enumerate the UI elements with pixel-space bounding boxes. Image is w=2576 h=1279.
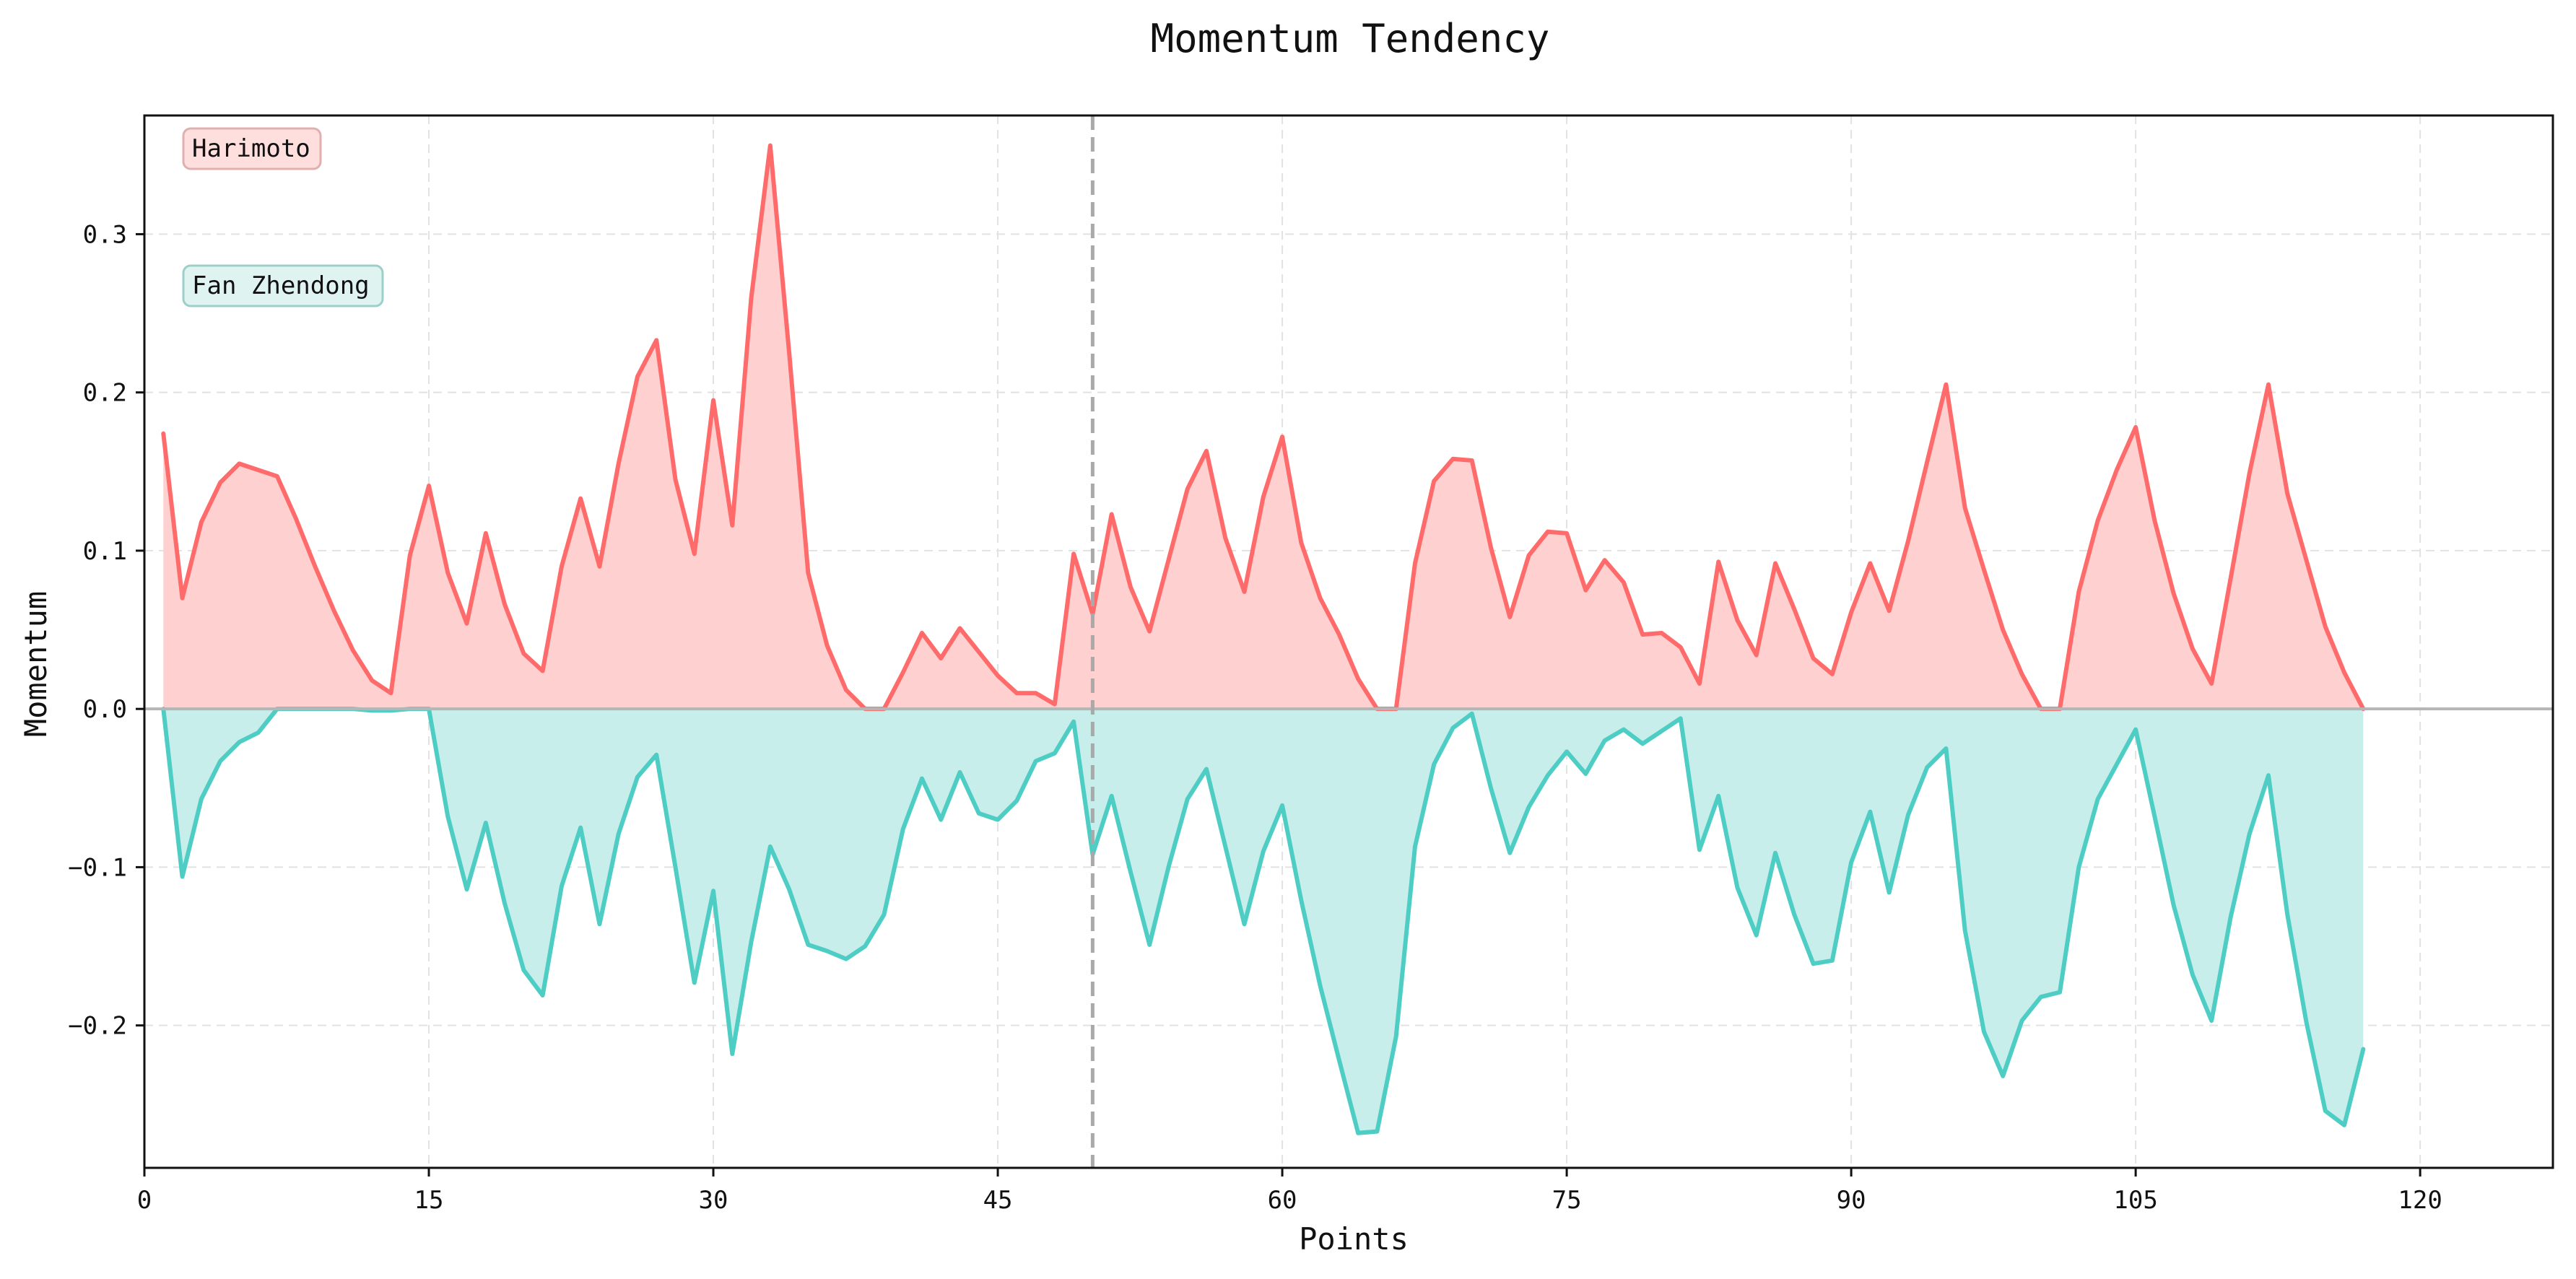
line-layer: [161, 143, 2366, 1135]
x-axis-title: Points: [1299, 1221, 1409, 1257]
x-tick-label: 0: [137, 1186, 152, 1215]
x-tick-label: 105: [2113, 1186, 2157, 1215]
legend-layer: Harimoto Fan Zhendong: [182, 127, 384, 307]
series-line-harimoto: [161, 143, 2366, 712]
x-tick-label: 60: [1268, 1186, 1297, 1215]
y-tick-label: 0.2: [83, 379, 127, 408]
y-tick-label: 0.1: [83, 537, 127, 566]
area-fan-zhendong: [163, 709, 2364, 1133]
x-tick-label: 30: [699, 1186, 728, 1215]
y-tick-label: −0.1: [68, 853, 127, 882]
area-layer: [163, 145, 2364, 1133]
y-tick-label: −0.2: [68, 1012, 127, 1041]
x-tick-label: 45: [983, 1186, 1013, 1215]
legend-label-harimoto: Harimoto: [192, 134, 310, 163]
x-tick-label: 90: [1837, 1186, 1866, 1215]
plot-frame: [143, 114, 2554, 1169]
y-tick-label: 0.0: [83, 695, 127, 724]
legend-box-harimoto: [182, 127, 322, 170]
x-tick-label: 15: [414, 1186, 444, 1215]
x-tick-label: 120: [2398, 1186, 2442, 1215]
x-tick-label: 75: [1552, 1186, 1582, 1215]
chart-title: Momentum Tendency: [1151, 16, 1550, 61]
area-harimoto: [163, 145, 2364, 710]
reference-layer: [144, 115, 2553, 1168]
y-axis-title: Momentum: [18, 591, 53, 737]
axis-layer: 0 15 30 45 60 75 90 105 120 −0.2 −0.1 0.0 0.1 0.2 0.3: [68, 114, 2554, 1215]
series-line-fan-zhendong: [161, 707, 2366, 1135]
legend-box-fan-zhendong: [182, 264, 384, 307]
y-tick-label: 0.3: [83, 220, 127, 249]
legend-label-fan-zhendong: Fan Zhendong: [192, 271, 370, 300]
